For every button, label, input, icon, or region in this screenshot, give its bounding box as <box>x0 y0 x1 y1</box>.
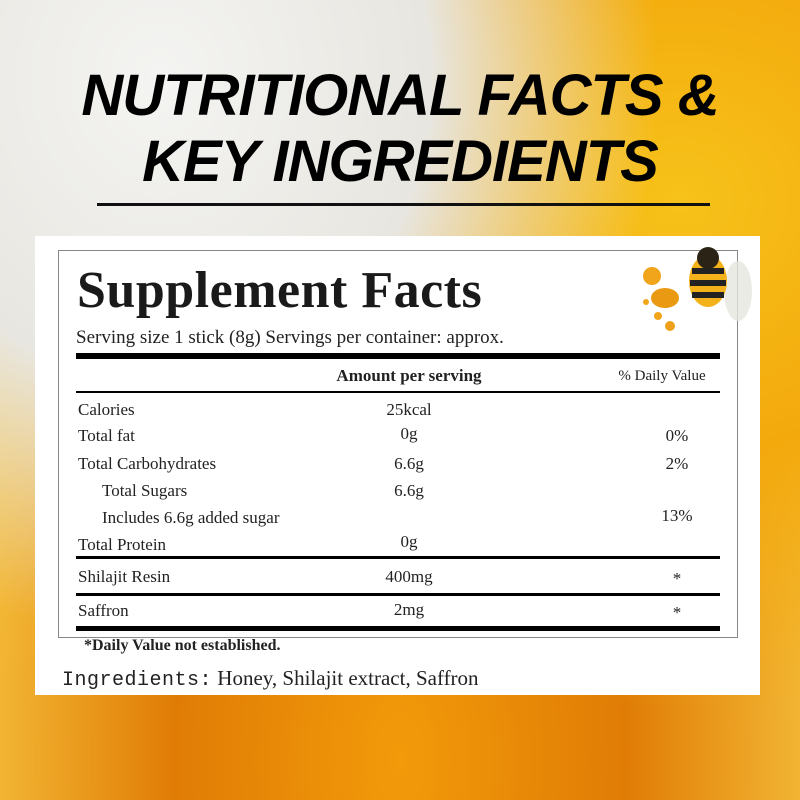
bee-honey-icon <box>643 247 752 331</box>
supplement-facts-panel: Supplement Facts Serving size 1 stick (8… <box>35 236 760 695</box>
divider <box>76 556 720 559</box>
ingredients-line: Ingredients: Honey, Shilajit extract, Sa… <box>62 666 479 692</box>
headline-line-2: KEY INGREDIENTS <box>142 129 659 194</box>
ingredients-label: Ingredients: <box>62 669 213 692</box>
dv-header: % Daily Value <box>618 368 706 384</box>
divider <box>76 391 720 393</box>
footnote: *Daily Value not established. <box>84 637 281 654</box>
amount-header: Amount per serving <box>336 366 482 385</box>
divider <box>76 353 720 359</box>
divider <box>76 593 720 596</box>
headline-line-1: NUTRITIONAL FACTS & <box>81 63 719 128</box>
facts-title: Supplement Facts <box>77 262 483 319</box>
divider <box>76 626 720 631</box>
headline-underline <box>97 203 710 206</box>
facts-box: Supplement Facts Serving size 1 stick (8… <box>58 250 738 654</box>
ingredients-value: Honey, Shilajit extract, Saffron <box>212 666 479 690</box>
serving-info: Serving size 1 stick (8g) Servings per c… <box>76 327 504 348</box>
